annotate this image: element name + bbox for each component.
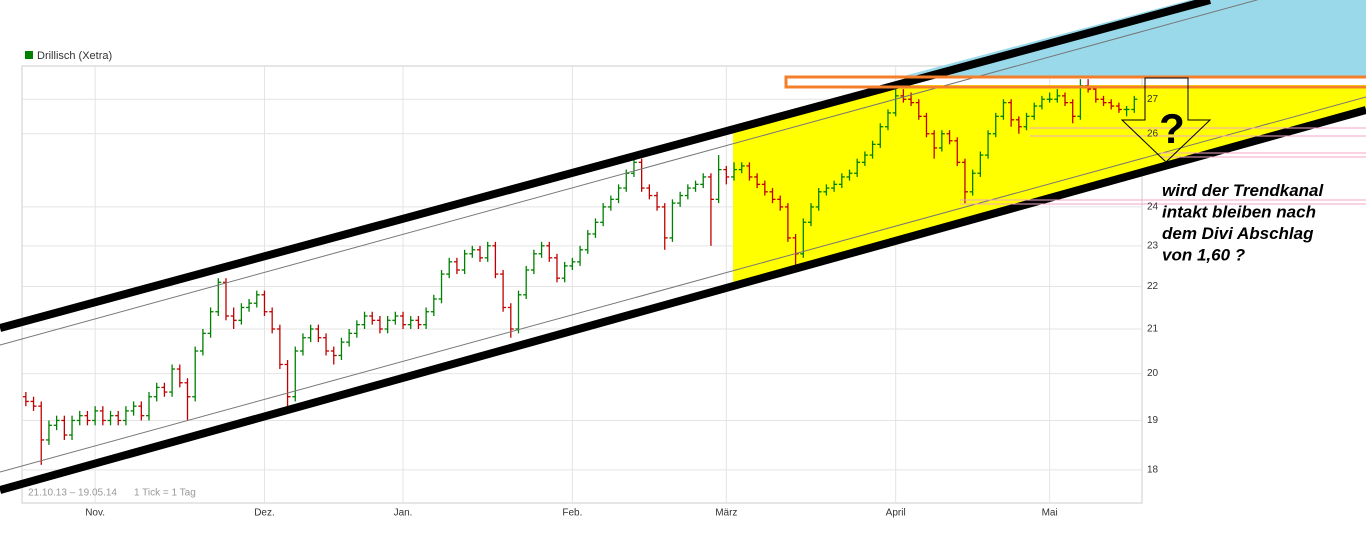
question-mark: ? <box>1159 105 1185 152</box>
pink-levels <box>960 127 1366 205</box>
annotations <box>0 0 1366 494</box>
legend-label: Drillisch (Xetra) <box>37 50 112 62</box>
channel-inner-line <box>0 0 1259 346</box>
legend-swatch <box>25 51 33 59</box>
annotation-text: wird der Trendkanal intakt bleiben nach de… <box>1162 181 1325 265</box>
channel-upper-line <box>0 0 1212 332</box>
annotation-line: von 1,60 ? <box>1162 246 1246 265</box>
down-arrow <box>1120 77 1212 163</box>
x-tick-label: Feb. <box>562 508 582 519</box>
x-tick-label: März <box>715 508 737 519</box>
y-tick-label: 27 <box>1147 94 1159 105</box>
x-tick-label: April <box>886 508 906 519</box>
y-tick-label: 24 <box>1147 202 1159 213</box>
x-tick-label: Nov. <box>85 508 105 519</box>
annotation-line: intakt bleiben nach <box>1162 203 1316 222</box>
channel-inner-line <box>0 96 1366 473</box>
y-tick-label: 21 <box>1147 324 1159 335</box>
y-tick-label: 23 <box>1147 240 1159 251</box>
y-tick-label: 19 <box>1147 415 1159 426</box>
annotation-line: wird der Trendkanal <box>1162 181 1325 200</box>
range-label: 21.10.13 – 19.05.14 <box>28 488 117 499</box>
annotation-line: dem Divi Abschlag <box>1162 224 1314 243</box>
y-tick-label: 22 <box>1147 281 1159 292</box>
y-tick-label: 26 <box>1147 128 1159 139</box>
channel-lower-line <box>0 106 1366 494</box>
highlight-zone <box>733 85 1366 286</box>
target-zone <box>900 0 1366 77</box>
y-tick-label: 18 <box>1147 465 1159 476</box>
x-tick-label: Jan. <box>394 508 413 519</box>
x-tick-label: Dez. <box>254 508 275 519</box>
tick-note: 1 Tick = 1 Tag <box>134 488 196 499</box>
background-annotations <box>733 0 1366 286</box>
x-tick-label: Mai <box>1042 508 1058 519</box>
resistance-box <box>784 75 1366 89</box>
y-tick-label: 20 <box>1147 368 1159 379</box>
bars <box>22 79 1138 465</box>
